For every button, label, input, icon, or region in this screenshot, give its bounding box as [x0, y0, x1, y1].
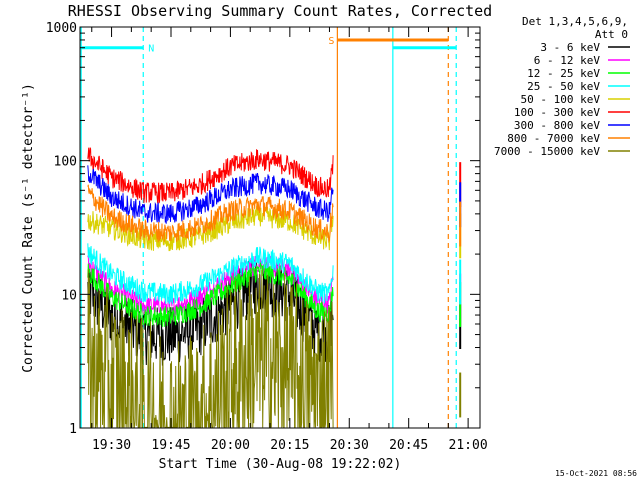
- legend-header-line: Att 0: [595, 28, 628, 41]
- legend-header: Det 1,3,4,5,6,9,Att 0: [522, 15, 628, 41]
- x-tick-label: 20:15: [270, 438, 309, 453]
- legend-label: 100 - 300 keV: [514, 106, 600, 119]
- chart-title: RHESSI Observing Summary Count Rates, Co…: [68, 2, 492, 20]
- x-tick-label: 20:45: [389, 438, 428, 453]
- x-tick-label: 20:00: [211, 438, 250, 453]
- legend-label: 50 - 100 keV: [521, 93, 601, 106]
- y-tick-label: 1000: [46, 21, 77, 36]
- plot-frame: [79, 26, 481, 429]
- legend-label: 800 - 7000 keV: [507, 132, 600, 145]
- x-tick-label: 19:30: [92, 438, 131, 453]
- x-axis-label: Start Time (30-Aug-08 19:22:02): [159, 457, 402, 472]
- x-tick-label: 20:30: [330, 438, 369, 453]
- y-tick-label: 10: [61, 288, 77, 303]
- timestamp: 15-Oct-2021 08:56: [555, 469, 637, 478]
- y-tick-label: 1: [69, 422, 77, 437]
- legend-label: 12 - 25 keV: [527, 67, 600, 80]
- legend-label: 7000 - 15000 keV: [494, 145, 600, 158]
- x-tick-label: 21:00: [449, 438, 488, 453]
- series-line: [87, 165, 334, 224]
- x-axis: 19:30 19:45 20:00 20:15 20:30 20:45 21:00: [91, 27, 488, 453]
- series-line: [87, 147, 334, 204]
- y-axis: 1 10 100 1000: [46, 21, 480, 437]
- flag-s-label: S: [328, 36, 334, 47]
- legend-label: 3 - 6 keV: [540, 41, 600, 54]
- legend-label: 6 - 12 keV: [534, 54, 601, 67]
- x-tick-label: 19:45: [151, 438, 190, 453]
- y-tick-label: 100: [54, 155, 77, 170]
- legend-label: 25 - 50 keV: [527, 80, 600, 93]
- y-axis-label: Corrected Count Rate (s⁻¹ detector⁻¹): [21, 83, 36, 373]
- series-line: [87, 243, 334, 305]
- series-line: [87, 203, 334, 252]
- legend-label: 300 - 800 keV: [514, 119, 600, 132]
- series-line: [87, 269, 334, 429]
- legend-header-line: Det 1,3,4,5,6,9,: [522, 15, 628, 28]
- series-group: [87, 147, 462, 429]
- series-line: [87, 262, 334, 327]
- flag-n-label: N: [148, 44, 154, 55]
- series-line: [87, 184, 334, 244]
- flag-group: NS: [79, 36, 457, 55]
